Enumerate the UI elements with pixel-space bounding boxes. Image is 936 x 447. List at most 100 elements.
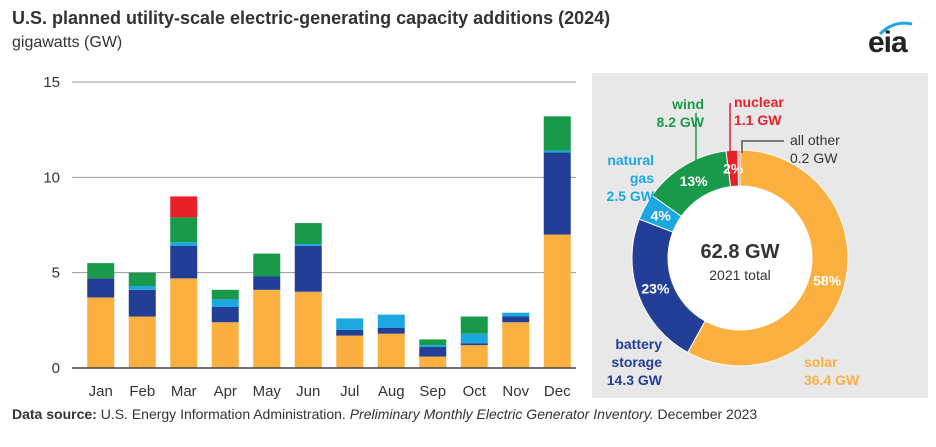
bar-segment-battery bbox=[294, 245, 322, 292]
x-tick-label: Feb bbox=[129, 383, 155, 400]
leader-other bbox=[741, 140, 784, 153]
x-tick-label: Aug bbox=[378, 383, 405, 400]
label-wind-name: wind bbox=[672, 96, 704, 112]
bar-segment-nuclear bbox=[170, 196, 198, 218]
label-battery-value: 14.3 GW bbox=[606, 372, 662, 388]
x-tick-label: Apr bbox=[214, 383, 237, 400]
label-nuclear: nuclear 1.1 GW bbox=[734, 93, 784, 129]
bar-segment-gas bbox=[128, 286, 156, 290]
stacked-bar-chart: 0 5 10 15 Jan Feb Mar Apr May Jun Jul Aug Sep Oct Nov D… bbox=[43, 74, 576, 400]
bar-segment-battery bbox=[543, 152, 571, 235]
source-org: U.S. Energy Information Administration. bbox=[96, 406, 350, 422]
bar-segment-wind bbox=[460, 316, 488, 334]
bar-segment-gas bbox=[502, 312, 530, 317]
bar-segment-solar bbox=[336, 335, 364, 368]
donut-chart: 58% 23% 4% 13% 2% bbox=[631, 103, 849, 367]
bar-segment-solar bbox=[294, 291, 322, 368]
donut-pct-label-battery: 23% bbox=[641, 281, 670, 297]
bar-segment-battery bbox=[211, 306, 239, 323]
donut-center-value: 62.8 GW bbox=[700, 241, 780, 263]
source-prefix: Data source: bbox=[12, 406, 97, 422]
bar-segment-solar bbox=[211, 322, 239, 368]
eia-logo: eia bbox=[868, 26, 908, 59]
label-nuclear-value: 1.1 GW bbox=[734, 112, 782, 128]
bar-segment-solar bbox=[502, 322, 530, 368]
donut-pct-label-wind: 13% bbox=[680, 173, 709, 189]
y-tick-label: 5 bbox=[52, 265, 60, 282]
bar-segment-wind bbox=[87, 263, 115, 279]
bar-segment-battery bbox=[377, 327, 405, 334]
bar-segment-wind bbox=[170, 217, 198, 243]
label-wind: wind 8.2 GW bbox=[628, 95, 704, 131]
bar-segment-solar bbox=[170, 278, 198, 368]
source-title: Preliminary Monthly Electric Generator I… bbox=[349, 406, 654, 422]
eia-logo-arc-icon bbox=[878, 21, 913, 36]
bar-segment-wind bbox=[211, 289, 239, 300]
bar-segment-gas bbox=[543, 150, 571, 153]
bar-segment-solar bbox=[377, 333, 405, 368]
label-solar-value: 36.4 GW bbox=[804, 372, 860, 388]
donut-center-label: 2021 total bbox=[709, 267, 771, 283]
y-tick-label: 10 bbox=[43, 169, 60, 186]
bar-segment-gas bbox=[336, 318, 364, 330]
bar-segment-battery bbox=[87, 278, 115, 298]
bar-segment-solar bbox=[128, 316, 156, 368]
bar-segment-gas bbox=[377, 314, 405, 328]
bar-segment-gas bbox=[294, 244, 322, 246]
bar-segment-gas bbox=[460, 333, 488, 344]
x-tick-label: Jun bbox=[296, 383, 320, 400]
x-tick-label: Jan bbox=[89, 383, 113, 400]
data-source-note: Data source: U.S. Energy Information Adm… bbox=[12, 406, 757, 422]
x-tick-label: Nov bbox=[502, 383, 529, 400]
donut-pct-label-nuclear: 2% bbox=[723, 160, 744, 176]
label-other-name: all other bbox=[790, 132, 840, 148]
label-gas-value: 2.5 GW bbox=[606, 188, 654, 204]
label-gas-name-1: natural bbox=[607, 152, 654, 168]
y-tick-label: 0 bbox=[52, 360, 60, 377]
bar-segment-wind bbox=[128, 272, 156, 287]
bar-segment-wind bbox=[253, 253, 281, 277]
bar-segment-battery bbox=[336, 329, 364, 336]
bar-segment-battery bbox=[170, 245, 198, 279]
donut-panel: 58% 23% 4% 13% 2% 62.8 GW 2021 total wind 8.… bbox=[592, 73, 928, 398]
donut-slice-other bbox=[737, 149, 741, 187]
label-solar-name: solar bbox=[804, 354, 838, 370]
x-tick-label: Mar bbox=[171, 383, 197, 400]
x-tick-label: Oct bbox=[463, 383, 487, 400]
bar-segment-wind bbox=[419, 339, 447, 346]
label-battery-name-1: battery bbox=[615, 336, 662, 352]
x-tick-label: Sep bbox=[419, 383, 446, 400]
donut-pct-label-solar: 58% bbox=[813, 273, 842, 289]
bar-segment-battery bbox=[253, 276, 281, 290]
label-gas: natural gas 2.5 GW bbox=[588, 151, 654, 205]
bar-segment-wind bbox=[294, 223, 322, 245]
bar-segment-battery bbox=[502, 316, 530, 323]
bar-segment-battery bbox=[128, 289, 156, 317]
chart-title: U.S. planned utility-scale electric-gene… bbox=[12, 8, 611, 28]
bar-segment-gas bbox=[211, 299, 239, 307]
chart-subtitle: gigawatts (GW) bbox=[12, 34, 123, 51]
donut-hole bbox=[668, 186, 812, 330]
bar-segment-solar bbox=[253, 289, 281, 368]
label-other: all other 0.2 GW bbox=[790, 131, 840, 167]
bar-segment-gas bbox=[170, 242, 198, 246]
label-gas-name-2: gas bbox=[629, 170, 654, 186]
label-battery-name-2: storage bbox=[611, 354, 662, 370]
bar-segment-solar bbox=[87, 297, 115, 368]
bar-segment-gas bbox=[419, 345, 447, 348]
label-wind-value: 8.2 GW bbox=[656, 114, 704, 130]
x-tick-label: Dec bbox=[544, 383, 571, 400]
bar-segment-wind bbox=[543, 116, 571, 151]
x-tick-label: Jul bbox=[340, 383, 359, 400]
label-solar: solar 36.4 GW bbox=[804, 353, 859, 389]
y-tick-label: 15 bbox=[43, 74, 60, 91]
donut-pct-label-gas: 4% bbox=[651, 207, 672, 223]
bar-segment-battery bbox=[460, 343, 488, 346]
bar-segment-solar bbox=[460, 345, 488, 368]
label-nuclear-name: nuclear bbox=[734, 94, 784, 110]
bar-segment-solar bbox=[419, 356, 447, 368]
label-battery: battery storage 14.3 GW bbox=[600, 335, 662, 389]
source-date: December 2023 bbox=[653, 406, 758, 422]
label-other-value: 0.2 GW bbox=[790, 150, 838, 166]
x-tick-label: May bbox=[253, 383, 282, 400]
